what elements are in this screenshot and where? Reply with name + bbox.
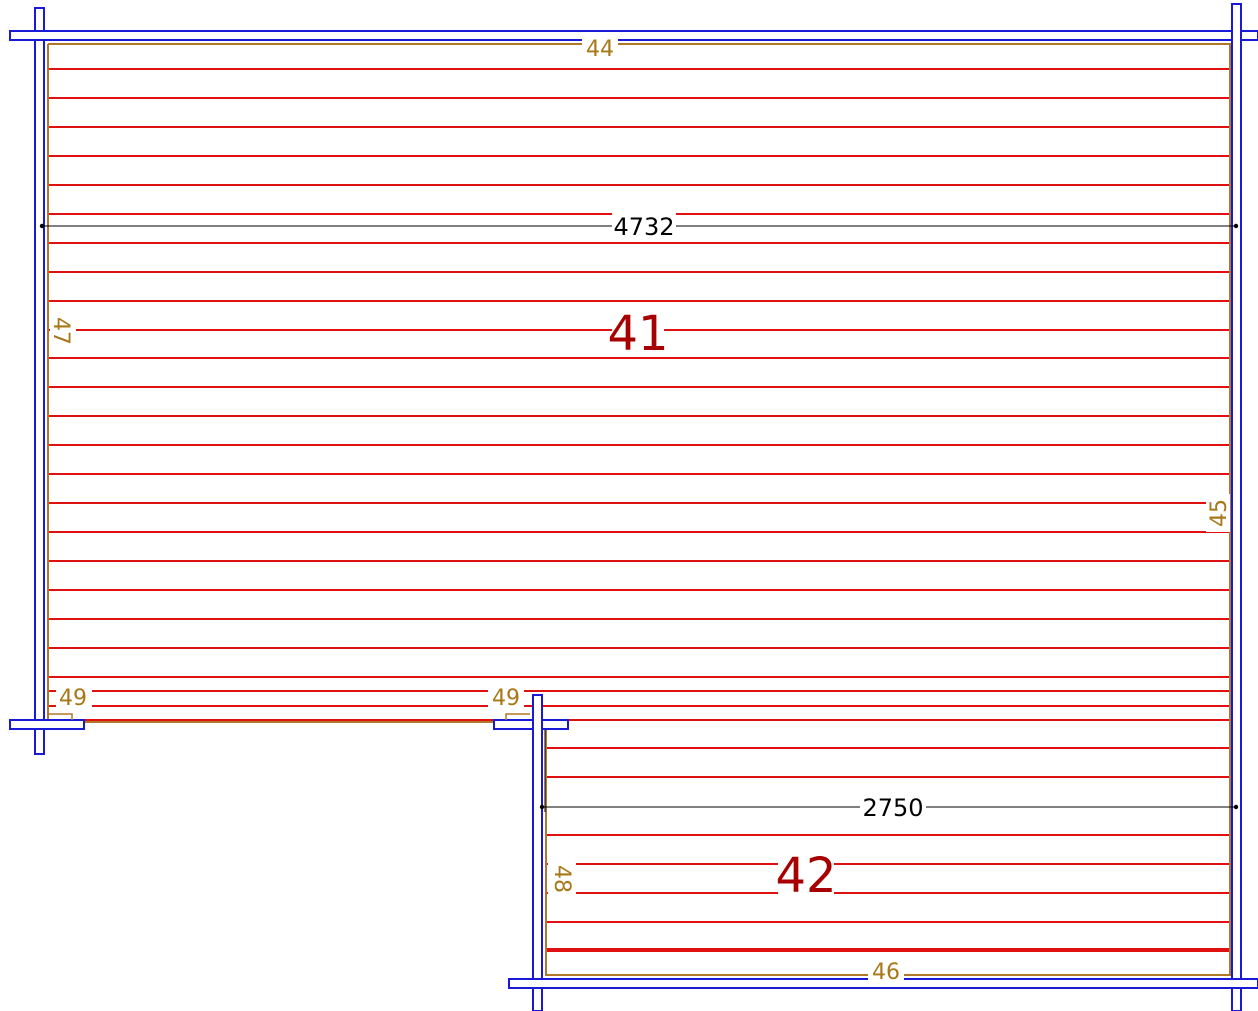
part-label-bg-47 — [50, 312, 76, 350]
part-label-bg-46 — [868, 960, 904, 984]
dimension-label-lower: 2750 — [862, 794, 923, 822]
dimension-tick-lower-right — [1233, 804, 1239, 810]
corner-tick-inner — [505, 713, 530, 720]
part-label-47: 47 — [48, 317, 73, 345]
corner-ticks — [48, 713, 530, 720]
part-label-45: 45 — [1207, 499, 1232, 527]
dimension-label-upper: 4732 — [613, 213, 674, 241]
part-label-bg-48 — [548, 860, 576, 898]
wall-top — [9, 30, 1258, 41]
room-label-41: 41 — [607, 306, 668, 362]
wall-bottom-left-stub — [9, 719, 85, 730]
part-label-49-inner: 49 — [492, 686, 520, 711]
wall-left-upper — [34, 7, 45, 755]
corner-tick-left — [48, 713, 73, 720]
wall-inner-vertical — [532, 694, 543, 1011]
wall-right — [1231, 3, 1242, 1011]
part-label-44: 44 — [586, 37, 614, 62]
dimension-tick-upper-right — [1233, 223, 1239, 229]
part-label-bg-45 — [1206, 494, 1230, 532]
room-label-bg-42 — [778, 848, 834, 900]
part-label-48: 48 — [549, 865, 574, 893]
part-label-46: 46 — [872, 960, 900, 985]
wall-inner-stub — [493, 719, 569, 730]
dimension-tick-lower-left — [539, 804, 545, 810]
room-label-42: 42 — [775, 848, 836, 904]
room-label-bg-41 — [612, 305, 664, 357]
part-label-bg-49-left — [56, 684, 92, 708]
dimension-bg-upper — [612, 212, 676, 240]
floor-boards — [49, 68, 1229, 952]
part-label-49-left: 49 — [59, 686, 87, 711]
dimension-bg-lower — [860, 794, 926, 822]
part-label-bg-44 — [582, 33, 618, 57]
part-label-bg-49-inner — [488, 684, 524, 708]
dimension-tick-upper-left — [39, 223, 45, 229]
